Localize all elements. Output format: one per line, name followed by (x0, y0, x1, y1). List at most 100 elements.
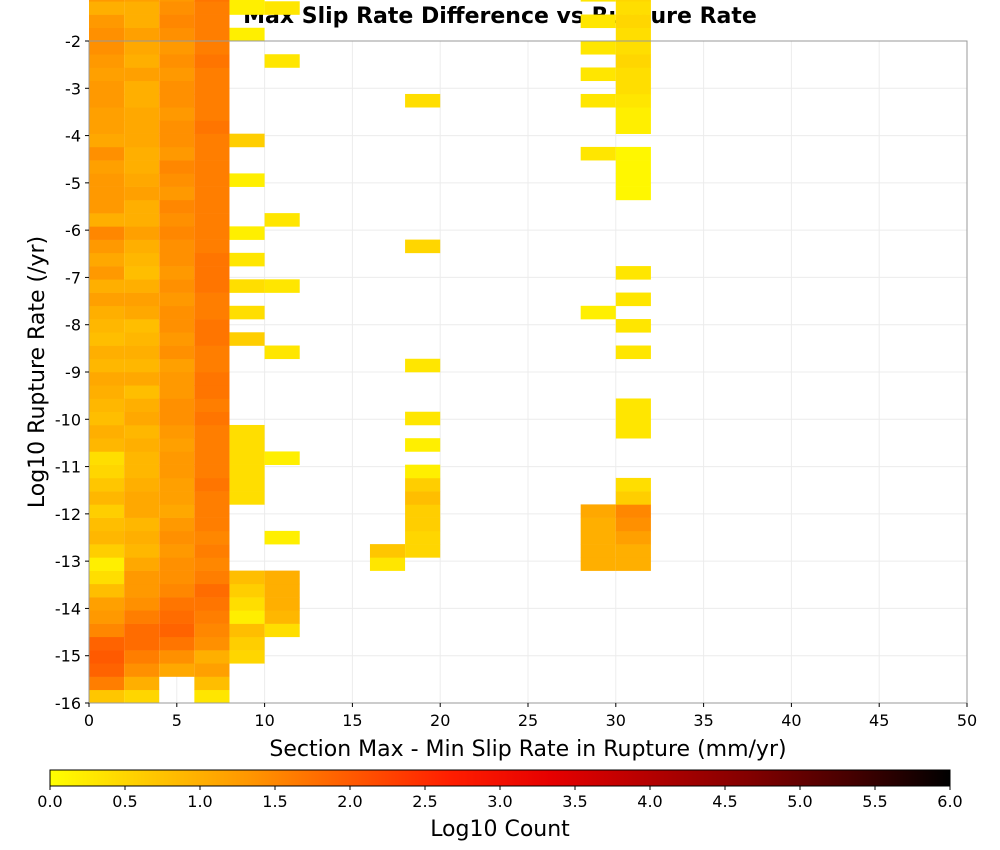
heatmap-cell (124, 252, 160, 267)
heatmap-cell (194, 544, 230, 558)
colorbar-tick-label: 5.0 (787, 792, 812, 811)
heatmap-cell (124, 186, 160, 201)
heatmap-cell (89, 226, 125, 240)
y-tick-label: -8 (65, 316, 81, 335)
heatmap-cell (229, 133, 265, 148)
heatmap-cell (194, 186, 230, 201)
x-tick-label: 50 (957, 711, 977, 730)
heatmap-cell (159, 146, 195, 161)
heatmap-cell (159, 451, 195, 465)
heatmap-cell (159, 107, 195, 121)
x-tick-label: 45 (869, 711, 889, 730)
heatmap-cell (194, 252, 230, 267)
heatmap-cell (194, 676, 230, 691)
heatmap-cell (159, 332, 195, 346)
heatmap-cell (229, 623, 265, 638)
y-tick-label: -2 (65, 32, 81, 51)
heatmap-cell (159, 120, 195, 134)
heatmap-cell (615, 345, 651, 360)
x-tick-label: 35 (693, 711, 713, 730)
heatmap-cell (615, 266, 651, 280)
heatmap-cell (124, 160, 160, 174)
heatmap-cell (405, 504, 441, 518)
heatmap-cell (615, 173, 651, 187)
heatmap-cell (89, 663, 125, 677)
heatmap-cell (89, 650, 125, 664)
heatmap-cell (124, 583, 160, 598)
heatmap-cell (124, 464, 160, 479)
heatmap-cell (615, 1, 651, 15)
heatmap-cell (159, 239, 195, 254)
heatmap-cell (89, 213, 125, 227)
heatmap-cell (159, 385, 195, 399)
heatmap-cell (124, 623, 160, 638)
heatmap-cell (89, 67, 125, 82)
heatmap-cell (124, 54, 160, 68)
heatmap-cell (229, 332, 265, 346)
y-axis-label: Log10 Rupture Rate (/yr) (25, 236, 50, 508)
heatmap-cell (194, 0, 230, 2)
heatmap-cell (89, 133, 125, 148)
heatmap-cell (89, 345, 125, 360)
heatmap-cell (124, 676, 160, 691)
heatmap-cell (264, 213, 300, 227)
heatmap-cell (194, 411, 230, 426)
heatmap-cell (615, 107, 651, 121)
heatmap-cell (580, 41, 616, 55)
x-tick-label: 5 (172, 711, 182, 730)
heatmap-cell (124, 107, 160, 121)
heatmap-cell (229, 173, 265, 187)
heatmap-cell (194, 226, 230, 240)
heatmap-cell (615, 0, 651, 2)
y-tick-label: -16 (55, 694, 81, 713)
heatmap-cell (89, 358, 125, 373)
heatmap-cell (159, 570, 195, 585)
heatmap-cell (615, 14, 651, 29)
heatmap-cell (194, 583, 230, 598)
heatmap-cell (124, 358, 160, 373)
heatmap-cell (229, 226, 265, 240)
heatmap-cell (124, 27, 160, 42)
colorbar-tick-label: 6.0 (937, 792, 962, 811)
heatmap-cell (89, 266, 125, 280)
heatmap-cell (229, 583, 265, 598)
heatmap-cell (264, 530, 300, 545)
heatmap-cell (580, 146, 616, 161)
y-tick-label: -15 (55, 647, 81, 666)
heatmap-cell (264, 570, 300, 585)
heatmap-cell (229, 464, 265, 479)
heatmap-cell (89, 120, 125, 134)
heatmap-cell (194, 14, 230, 29)
heatmap-cell (615, 398, 651, 413)
heatmap-cell (89, 464, 125, 479)
colorbar-tick-label: 0.0 (37, 792, 62, 811)
heatmap-cell (89, 451, 125, 465)
heatmap-cell (194, 610, 230, 624)
heatmap-cell (124, 411, 160, 426)
heatmap-cell (159, 0, 195, 2)
heatmap-cell (159, 597, 195, 611)
heatmap-cell (124, 173, 160, 187)
colorbar-tick-label: 1.5 (262, 792, 287, 811)
y-tick-label: -13 (55, 552, 81, 571)
heatmap-cell (615, 557, 651, 571)
heatmap-cell (159, 398, 195, 413)
heatmap-cell (159, 292, 195, 307)
heatmap-cell (159, 133, 195, 148)
heatmap-cell (194, 133, 230, 148)
x-tick-label: 15 (342, 711, 362, 730)
heatmap-cell (89, 1, 125, 15)
heatmap-cell (159, 530, 195, 545)
heatmap-cell (229, 305, 265, 320)
heatmap-cell (89, 491, 125, 505)
heatmap-cell (159, 266, 195, 280)
heatmap-cell (615, 424, 651, 439)
heatmap-cell (89, 0, 125, 2)
y-tick-label: -4 (65, 127, 81, 146)
heatmap-cell (159, 305, 195, 320)
heatmap-cell (615, 160, 651, 174)
heatmap-cell (194, 319, 230, 333)
heatmap-cell (124, 345, 160, 360)
heatmap-cell (89, 385, 125, 399)
heatmap-cell (89, 173, 125, 187)
